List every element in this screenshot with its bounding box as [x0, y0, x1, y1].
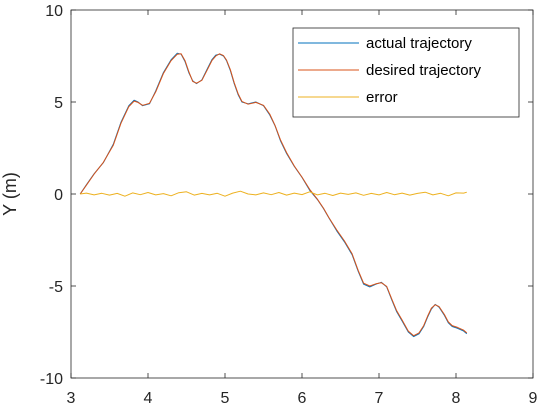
- y-tick-label: -5: [49, 279, 63, 296]
- y-tick-label: 0: [54, 187, 63, 204]
- chart-legend: actual trajectory desired trajectory error: [292, 27, 520, 118]
- y-tick-label: 5: [54, 95, 63, 112]
- x-tick-label: 5: [221, 390, 230, 407]
- y-axis-label: Y (m): [0, 172, 20, 216]
- chart-series: [79, 52, 468, 338]
- x-tick-label: 7: [375, 390, 384, 407]
- legend-entry-error: error: [298, 89, 398, 106]
- legend-label: error: [366, 89, 398, 106]
- legend-label: desired trajectory: [366, 62, 482, 79]
- y-tick-label: -10: [40, 371, 63, 388]
- legend-entry-desired: desired trajectory: [298, 62, 482, 79]
- legend-label: actual trajectory: [366, 35, 472, 52]
- x-tick-label: 4: [144, 390, 153, 407]
- error-line: [80, 190, 467, 197]
- legend-entry-actual: actual trajectory: [298, 35, 472, 52]
- x-tick-label: 6: [298, 390, 307, 407]
- chart-axes: 3 4 5 6 7 8 9 -10 -5 0 5 10: [40, 3, 538, 407]
- y-tick-label: 10: [45, 3, 63, 20]
- x-tick-label: 8: [452, 390, 461, 407]
- x-tick-label: 3: [67, 390, 76, 407]
- desired-trajectory-line: [79, 53, 468, 337]
- x-tick-label: 9: [529, 390, 538, 407]
